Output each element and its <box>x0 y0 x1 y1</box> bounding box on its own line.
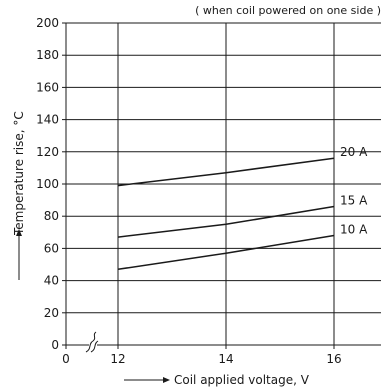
y-tick-label: 60 <box>44 241 59 255</box>
x-tick-label: 16 <box>326 352 341 366</box>
series-line <box>117 205 335 238</box>
series-line <box>117 234 335 271</box>
series-line <box>117 157 335 187</box>
x-axis-arrow <box>124 377 170 383</box>
x-tick-label: 14 <box>218 352 233 366</box>
x-tick-label: 12 <box>110 352 125 366</box>
tick-labels: 0 20 40 60 80 100 120 140 160 180 200 0 12 14 16 20 A 15… <box>36 16 368 366</box>
grid <box>66 22 381 345</box>
y-tick-label: 0 <box>51 338 59 352</box>
series-label: 10 A <box>340 223 368 237</box>
axis-break-mark-1 <box>85 331 97 353</box>
y-tick-label: 80 <box>44 209 59 223</box>
y-tick-label: 160 <box>36 80 59 94</box>
y-tick-label: 180 <box>36 48 59 62</box>
y-tick-label: 140 <box>36 113 59 127</box>
x-tick-label: 0 <box>62 352 70 366</box>
y-axis-title: Temperature rise, °C <box>12 111 26 236</box>
chart-note: ( when coil powered on one side ) <box>195 4 381 17</box>
series-lines <box>117 157 335 271</box>
y-tick-label: 100 <box>36 177 59 191</box>
y-axis-arrow <box>16 229 22 280</box>
series-label: 20 A <box>340 145 368 159</box>
axis-break-mark-2 <box>90 340 99 353</box>
y-tick-label: 40 <box>44 274 59 288</box>
series-label: 15 A <box>340 194 368 208</box>
x-axis-label: Coil applied voltage, V <box>174 373 310 387</box>
y-tick-label: 120 <box>36 145 59 159</box>
y-axis-label: Temperature rise, °C <box>12 111 26 236</box>
y-tick-label: 20 <box>44 306 59 320</box>
y-tick-label: 200 <box>36 16 59 30</box>
axes <box>62 22 381 353</box>
